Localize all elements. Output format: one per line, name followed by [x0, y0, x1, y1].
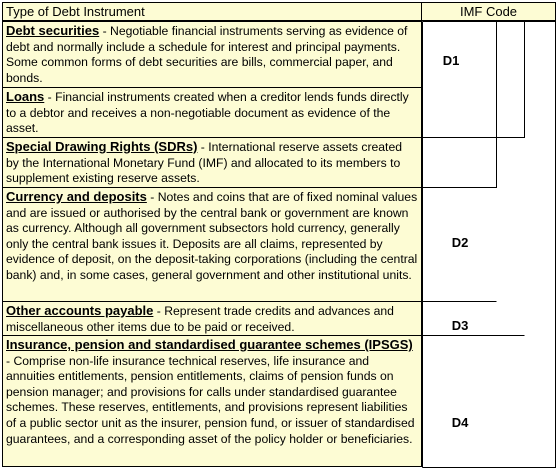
row-ipsgs: Insurance, pension and standardised guar…: [2, 335, 422, 467]
desc-debt-securities: - Negotiable financial instruments servi…: [6, 24, 408, 85]
row-debt-securities: Debt securities - Negotiable financial i…: [2, 21, 422, 88]
row-other-accounts-payable: Other accounts payable - Represent trade…: [2, 301, 422, 336]
term-currency-deposits: Currency and deposits: [6, 189, 147, 204]
term-debt-securities: Debt securities: [6, 23, 100, 38]
header-imf-code: IMF Code: [421, 2, 556, 21]
row-sdrs: Special Drawing Rights (SDRs) - Internat…: [2, 137, 422, 188]
desc-sdrs: - International reserve assets created b…: [6, 140, 403, 186]
term-sdrs: Special Drawing Rights (SDRs): [6, 139, 198, 154]
row-loans: Loans - Financial instruments created wh…: [2, 87, 422, 138]
term-loans: Loans: [6, 89, 45, 104]
desc-currency-deposits: - Notes and coins that are of fixed nomi…: [6, 190, 418, 282]
term-ipsgs: Insurance, pension and standardised guar…: [6, 337, 413, 352]
code-d2: D2: [451, 235, 469, 250]
desc-other-accounts-payable: - Represent trade credits and advances a…: [6, 304, 394, 334]
code-d3: D3: [451, 318, 469, 333]
term-other-accounts-payable: Other accounts payable: [6, 303, 154, 318]
code-d1: D1: [442, 53, 460, 68]
desc-ipsgs: - Comprise non-life insurance technical …: [6, 353, 415, 446]
code-d4: D4: [451, 415, 469, 430]
header-type: Type of Debt Instrument: [2, 2, 422, 21]
row-currency-deposits: Currency and deposits - Notes and coins …: [2, 187, 422, 302]
desc-loans: - Financial instruments created when a c…: [6, 90, 409, 136]
